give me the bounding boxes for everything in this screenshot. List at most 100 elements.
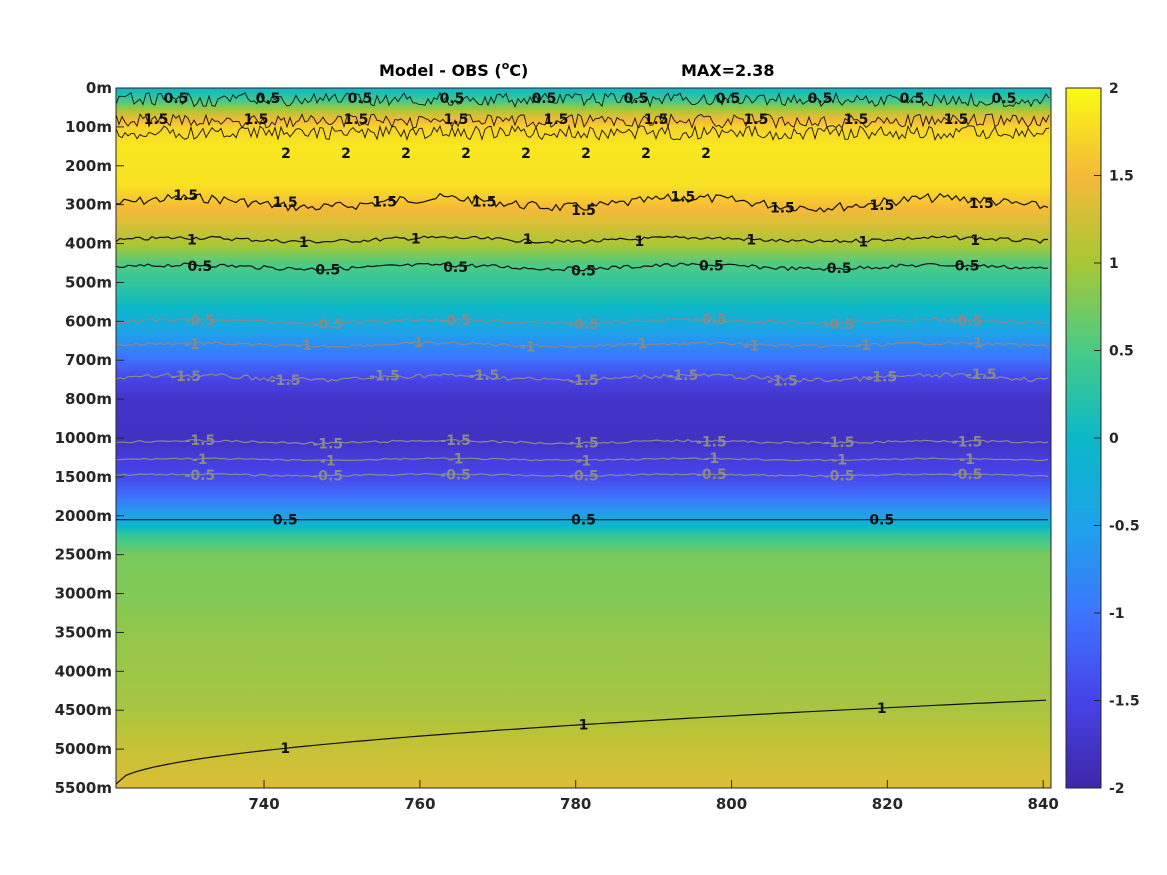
heatmap-band [116, 397, 1051, 400]
y-tick-label: 400m [65, 235, 112, 253]
surface-contour-label: 2 [701, 146, 711, 162]
heatmap-band [116, 428, 1051, 431]
contour-label: 0.5 [187, 259, 212, 275]
surface-contour-label: 0.5 [808, 91, 833, 107]
title-suffix: C) [509, 61, 528, 80]
heatmap-band [116, 480, 1051, 484]
heatmap-band [116, 570, 1051, 573]
heatmap-band [116, 558, 1051, 562]
heatmap-band [116, 511, 1051, 515]
heatmap-band [116, 350, 1051, 354]
heatmap-band [116, 463, 1051, 466]
contour-label: 1.5 [969, 196, 994, 212]
heatmap-band [116, 294, 1051, 297]
heatmap-band [116, 165, 1051, 169]
contour-label: 1 [746, 233, 756, 249]
heatmap-band [116, 95, 1051, 99]
heatmap-band [116, 432, 1051, 435]
heatmap-band [116, 494, 1051, 497]
heatmap-band [116, 305, 1051, 309]
heatmap-band [116, 171, 1051, 175]
contour-label: -1.5 [952, 434, 983, 450]
contour-line [116, 438, 1049, 445]
contour-label: -1.5 [270, 373, 301, 389]
surface-contour-label: 0.5 [900, 91, 925, 107]
heatmap-band [116, 272, 1051, 276]
y-tick-label: 1000m [55, 429, 112, 447]
surface-contour-label: 1.5 [144, 112, 169, 128]
heatmap-band [116, 506, 1051, 509]
surface-contour-label: 2 [341, 146, 351, 162]
heatmap-band [116, 414, 1051, 418]
heatmap-band [116, 229, 1051, 233]
contour-label: -1 [959, 452, 975, 468]
heatmap-band [116, 89, 1051, 93]
heatmap-band [116, 204, 1051, 208]
heatmap-band [116, 206, 1051, 210]
heatmap-band [116, 309, 1051, 313]
heatmap-band [116, 340, 1051, 344]
heatmap-band [116, 525, 1051, 529]
heatmap-band [116, 107, 1051, 110]
contour-label: -1 [184, 337, 200, 353]
surface-contour-label: 2 [581, 146, 591, 162]
surface-contour-label: 1.5 [244, 112, 269, 128]
heatmap-band [116, 426, 1051, 429]
heatmap-band [116, 334, 1051, 338]
contour-line [116, 472, 1049, 478]
contour-label: 1 [523, 232, 533, 248]
colorbar-tick-label: -1 [1109, 606, 1125, 622]
heatmap-band [116, 583, 1051, 587]
contour-label: 1 [187, 233, 197, 249]
surface-contour-label: 2 [281, 146, 291, 162]
heatmap-band [116, 198, 1051, 202]
heatmap-band [116, 301, 1051, 305]
contour-line [116, 699, 1047, 785]
contour-lines [116, 91, 1050, 785]
contour-label: 1 [858, 235, 868, 251]
y-tick-label: 5000m [55, 740, 112, 758]
heatmap-band [116, 544, 1051, 548]
heatmap-band [116, 439, 1051, 443]
heatmap-band [116, 111, 1051, 114]
heatmap-band [116, 299, 1051, 303]
heatmap-band [116, 109, 1051, 112]
heatmap-band [116, 214, 1051, 217]
contour-label: 0.5 [955, 258, 980, 274]
contour-label: -1.5 [568, 435, 599, 451]
heatmap-band [116, 548, 1051, 552]
heatmap-band [116, 478, 1051, 482]
heatmap-band [116, 119, 1051, 122]
heatmap-band [116, 379, 1051, 383]
heatmap-band [116, 210, 1051, 214]
heatmap-band [116, 541, 1051, 544]
heatmap-band [116, 134, 1051, 138]
heatmap-band [116, 136, 1051, 140]
heatmap-band [116, 486, 1051, 490]
heatmap-band [116, 368, 1051, 371]
heatmap-band [116, 115, 1051, 118]
heatmap-band [116, 303, 1051, 307]
surface-contour-label: 1.5 [544, 112, 569, 128]
heatmap-band [116, 488, 1051, 492]
x-tick-label: 780 [560, 795, 591, 813]
contour-label: -0.5 [824, 469, 855, 485]
contour-label: -0.5 [440, 313, 471, 329]
heatmap-band [116, 226, 1051, 229]
heatmap-band [116, 509, 1051, 513]
surface-contour-label: 1.5 [344, 112, 369, 128]
heatmap-band [116, 286, 1051, 289]
heatmap-band [116, 517, 1051, 521]
surface-contour-label: 1.5 [744, 112, 769, 128]
surface-contour-label: 2 [521, 146, 531, 162]
heatmap-band [116, 231, 1051, 235]
contour-label: 1.5 [273, 195, 298, 211]
heatmap-band [116, 474, 1051, 478]
y-tick-label: 0m [86, 79, 112, 97]
heatmap-band [116, 391, 1051, 394]
contour-label: -0.5 [952, 467, 983, 483]
contour-label: -1 [408, 335, 424, 351]
contour-line [116, 372, 1049, 383]
y-tick-label: 3500m [55, 623, 112, 641]
heatmap-band [116, 360, 1051, 363]
